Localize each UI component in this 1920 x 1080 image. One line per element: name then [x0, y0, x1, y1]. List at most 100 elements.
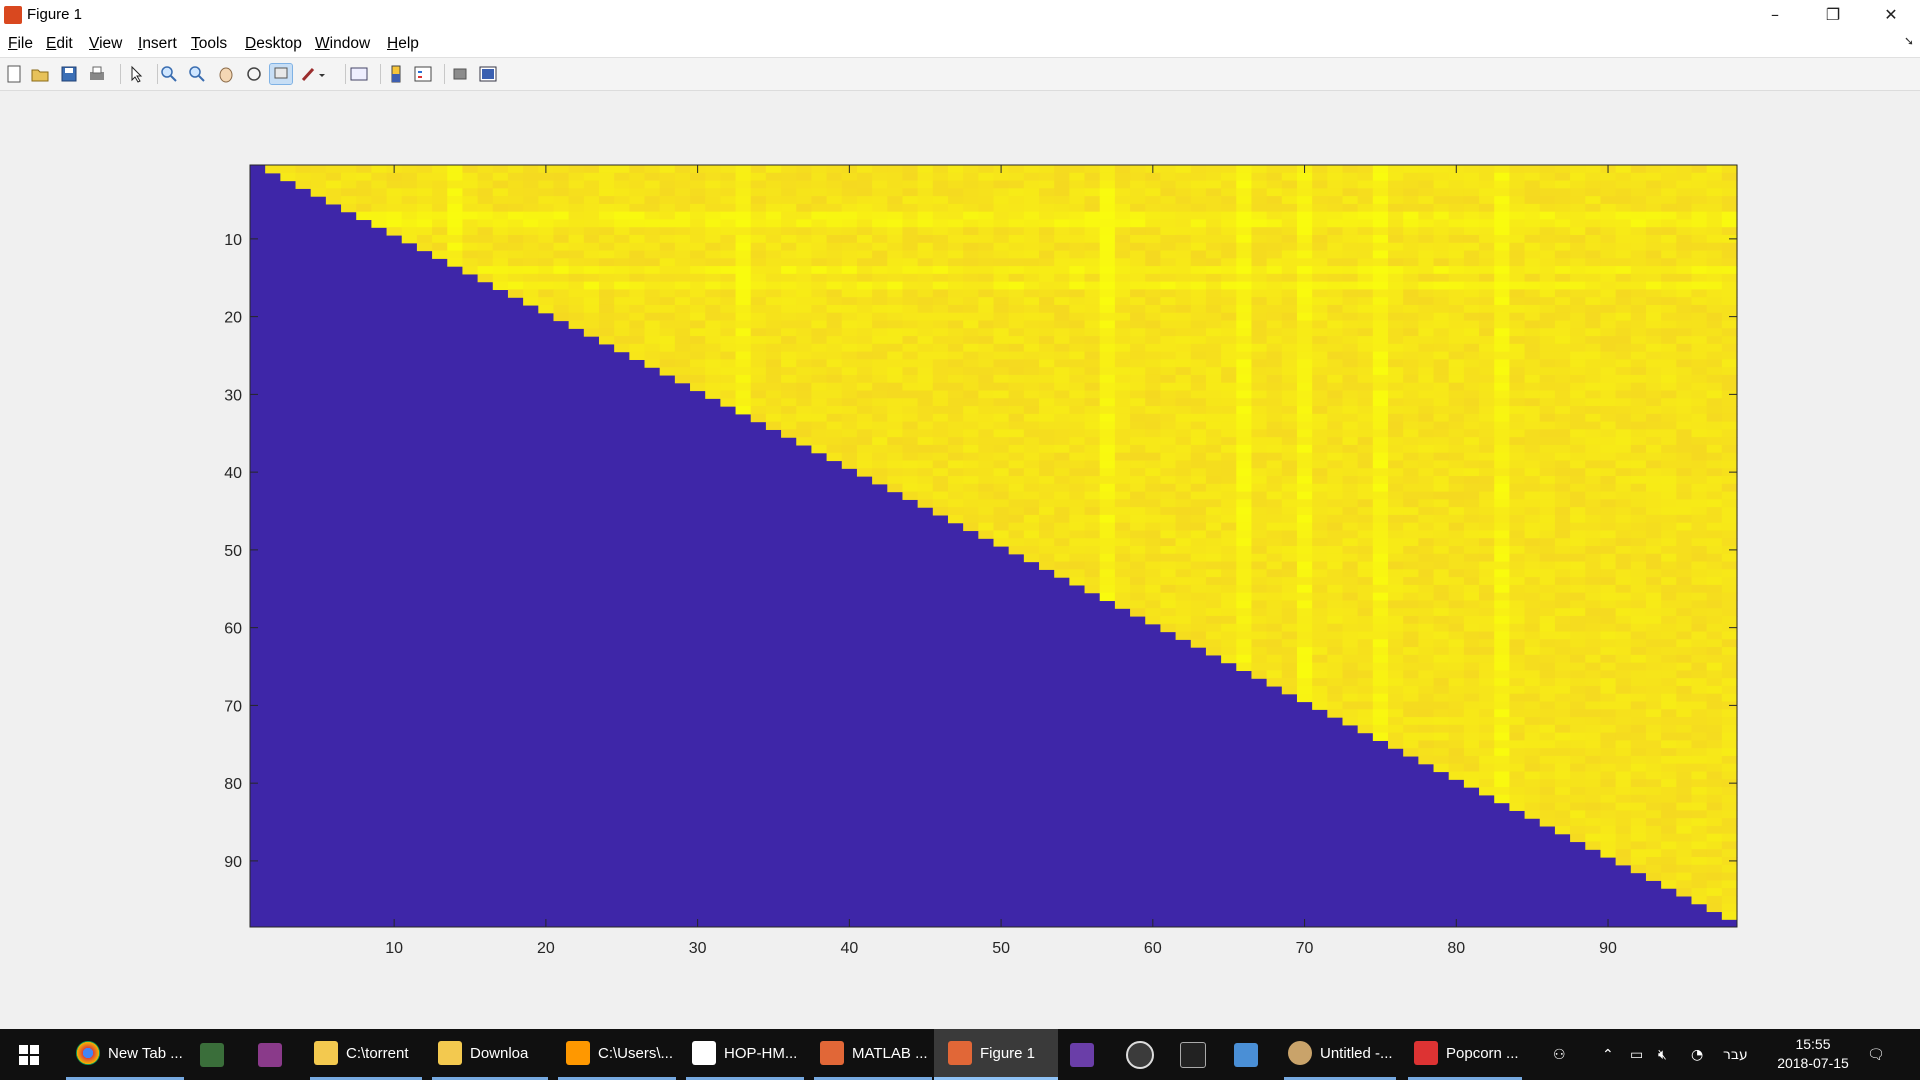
taskbar-clock[interactable]: 15:55 2018-07-15	[1768, 1035, 1858, 1073]
action-center-icon[interactable]: 🗨︎	[1867, 1046, 1885, 1063]
heatmap-cell	[614, 273, 630, 283]
people-icon[interactable]: ⚇	[1553, 1046, 1566, 1063]
taskbar-settings[interactable]	[1126, 1029, 1162, 1080]
heatmap-cell	[1372, 203, 1389, 213]
select-arrow-icon[interactable]	[125, 64, 147, 84]
battery-icon[interactable]: ▭	[1630, 1046, 1644, 1063]
menu-edit[interactable]: Edit	[46, 35, 73, 52]
heatmap-cell	[1615, 794, 1632, 804]
heatmap-cell	[978, 359, 995, 368]
heatmap-cell	[1084, 468, 1101, 477]
heatmap-cell	[1114, 227, 1131, 236]
heatmap-cell	[1585, 406, 1602, 415]
brush-icon[interactable]	[299, 64, 325, 84]
menu-tools[interactable]: Tools	[191, 35, 228, 52]
pan-hand-icon[interactable]	[215, 64, 237, 84]
taskbar-winrar[interactable]	[258, 1029, 294, 1080]
heatmap-cell	[1296, 374, 1313, 384]
heatmap-cell	[705, 304, 721, 314]
heatmap-cell	[1645, 849, 1662, 858]
heatmap-cell	[872, 444, 888, 454]
taskbar-matlab[interactable]: MATLAB ...	[814, 1029, 932, 1080]
save-icon[interactable]	[58, 64, 80, 84]
volume-muted-icon[interactable]: 🔇︎	[1658, 1046, 1667, 1063]
heatmap-cell	[1539, 460, 1556, 469]
taskbar-epic-games[interactable]	[1180, 1029, 1216, 1080]
taskbar-code[interactable]: HOP-HM...	[686, 1029, 804, 1080]
heatmap-cell	[1114, 421, 1131, 430]
heatmap-cell	[553, 266, 570, 275]
menu-view[interactable]: View	[89, 35, 123, 52]
heatmap-cell	[1312, 522, 1328, 532]
rotate-3d-icon[interactable]	[243, 64, 265, 84]
heatmap-cell	[1130, 452, 1146, 462]
taskbar-figure1[interactable]: Figure 1	[934, 1029, 1058, 1080]
heatmap-cell	[1008, 514, 1025, 524]
heatmap-cell	[1721, 577, 1738, 586]
legend-icon[interactable]	[412, 64, 434, 84]
heatmap-cell	[386, 196, 403, 205]
menu-insert[interactable]: Insert	[138, 35, 177, 52]
heatmap-cell	[1463, 266, 1480, 275]
menu-file[interactable]: File	[8, 35, 33, 52]
heatmap-cell	[1570, 538, 1586, 547]
show-hidden-icons-icon[interactable]: ⌃	[1602, 1046, 1614, 1063]
heatmap-cell	[1418, 685, 1435, 695]
heatmap-cell	[1494, 569, 1510, 578]
taskbar-popcorn[interactable]: Popcorn ...	[1408, 1029, 1522, 1080]
close-button[interactable]: ✕	[1884, 5, 1898, 24]
heatmap-cell	[1084, 421, 1101, 430]
heatmap-cell	[1676, 717, 1693, 726]
data-cursor-icon[interactable]	[269, 63, 293, 85]
open-file-icon[interactable]	[29, 64, 51, 84]
heatmap-cell	[720, 250, 737, 259]
taskbar-visual-studio[interactable]	[1070, 1029, 1106, 1080]
heatmap-cell	[1448, 203, 1465, 213]
taskbar-app[interactable]	[1234, 1029, 1270, 1080]
heatmap-cell	[1570, 281, 1586, 291]
dock-arrow-icon[interactable]: ➘	[1903, 34, 1914, 48]
heatmap-cell	[1645, 382, 1662, 392]
taskbar-folder-torrent[interactable]: C:\torrent	[310, 1029, 422, 1080]
heatmap-cell	[720, 258, 737, 267]
heatmap-cell	[705, 320, 721, 329]
menu-window[interactable]: Window	[315, 35, 371, 52]
zoom-out-icon[interactable]	[186, 64, 208, 84]
heatmap-cell	[1706, 304, 1723, 314]
heatmap-cell	[1509, 507, 1526, 516]
heatmap-cell	[1388, 165, 1404, 174]
heatmap-cell	[1494, 483, 1510, 493]
heatmap-cell	[1039, 406, 1055, 415]
zoom-in-icon[interactable]	[158, 64, 180, 84]
colorbar-icon[interactable]	[385, 64, 407, 84]
menu-help[interactable]: Help	[387, 35, 419, 52]
taskbar-chrome[interactable]: New Tab ...	[66, 1029, 184, 1080]
taskbar-folder-downloads[interactable]: Downloa	[432, 1029, 548, 1080]
taskbar-terminal[interactable]	[200, 1029, 236, 1080]
heatmap-cell	[1023, 382, 1040, 392]
heatmap-cell	[1327, 398, 1344, 407]
hide-plot-tools-icon[interactable]	[449, 64, 471, 84]
menu-desktop[interactable]: Desktop	[245, 35, 302, 52]
heatmap-cell	[1494, 429, 1510, 438]
heatmap-cell	[1433, 304, 1450, 314]
taskbar-sublime[interactable]: C:\Users\...	[558, 1029, 676, 1080]
link-plot-icon[interactable]	[348, 64, 370, 84]
heatmap-cell	[781, 273, 797, 283]
heatmap-cell	[1448, 468, 1465, 477]
heatmap-cell	[1281, 242, 1298, 252]
print-icon[interactable]	[86, 64, 108, 84]
wifi-icon[interactable]: ◔	[1691, 1046, 1704, 1063]
maximize-button[interactable]: ❐	[1825, 5, 1841, 24]
taskbar-paint[interactable]: Untitled -...	[1284, 1029, 1396, 1080]
heatmap-cell	[1661, 685, 1677, 695]
language-indicator[interactable]: עבר	[1723, 1046, 1748, 1063]
heatmap-cell	[1221, 320, 1237, 329]
start-button[interactable]	[0, 1029, 58, 1080]
heatmap-cell	[598, 297, 615, 306]
minimize-button[interactable]: –	[1771, 5, 1779, 24]
heatmap-cell	[1494, 755, 1510, 765]
show-plot-tools-icon[interactable]	[477, 64, 499, 84]
new-figure-icon[interactable]	[3, 64, 25, 84]
